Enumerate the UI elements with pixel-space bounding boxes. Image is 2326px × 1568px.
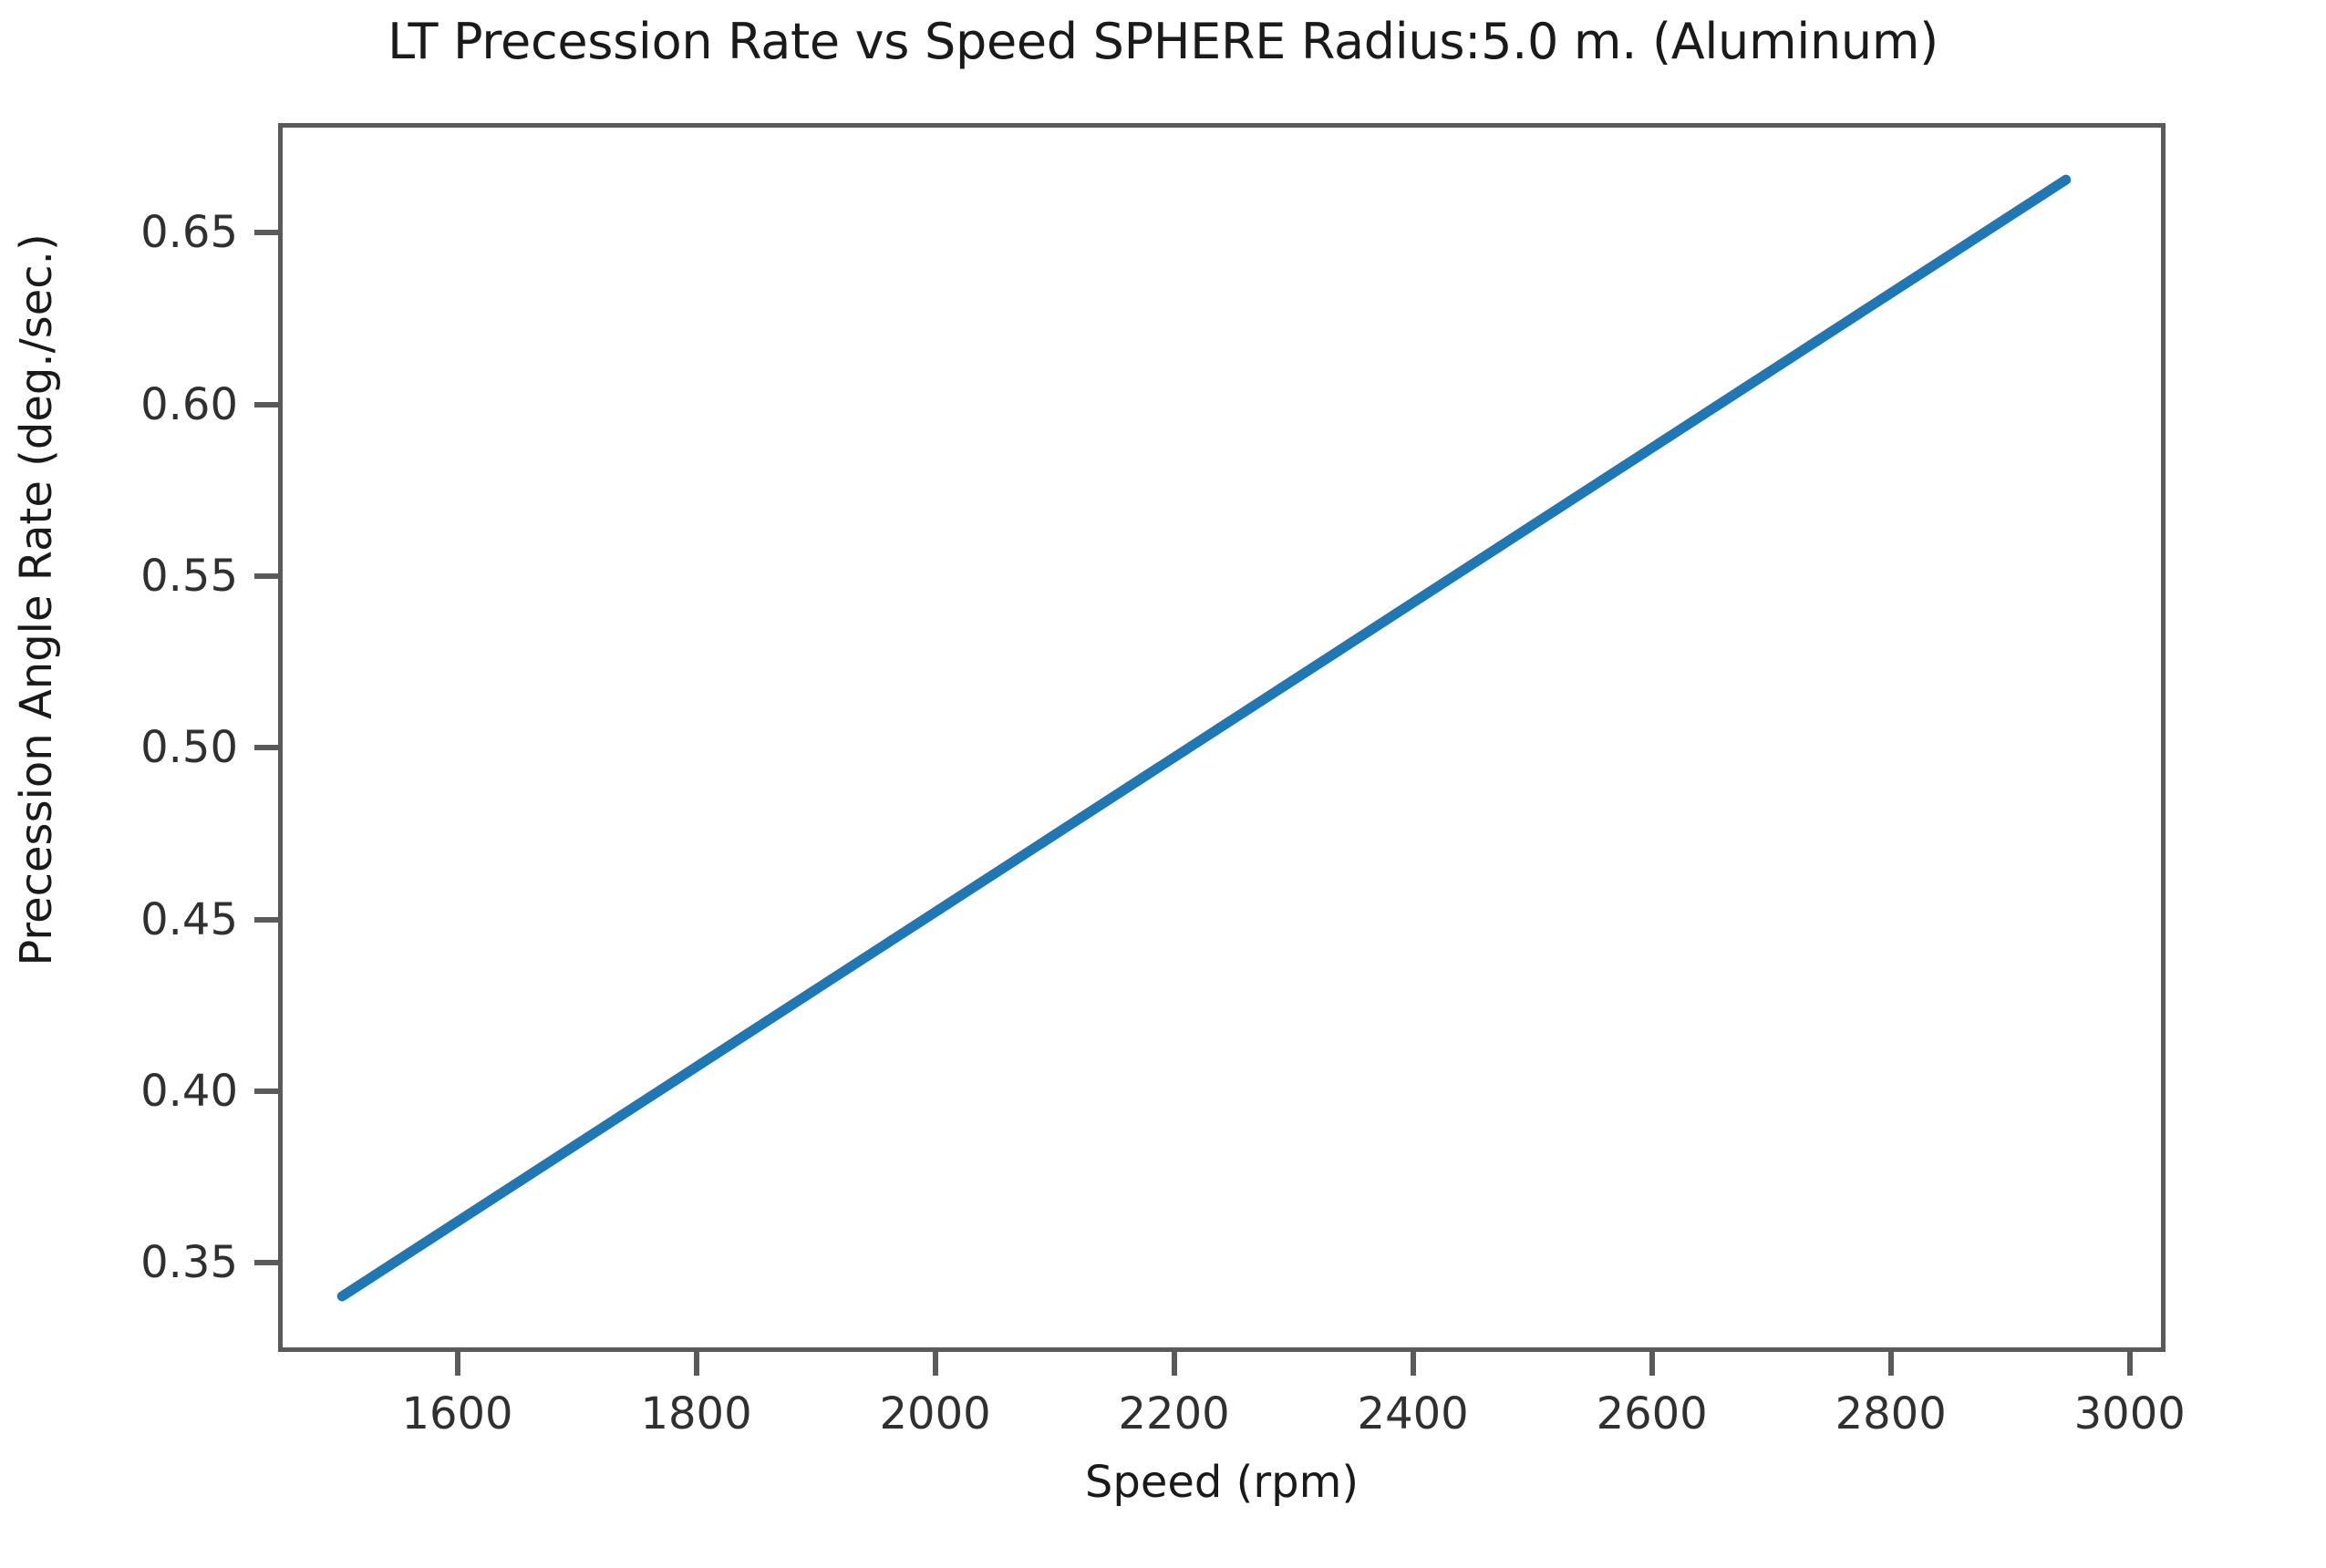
x-tick-label: 3000 <box>2073 1388 2186 1439</box>
x-tick-mark <box>1887 1352 1894 1376</box>
x-tick-mark <box>932 1352 938 1376</box>
x-tick-label: 2600 <box>1596 1388 1708 1439</box>
y-tick-label: 0.45 <box>140 893 238 945</box>
y-tick-label: 0.35 <box>140 1237 238 1289</box>
x-tick-mark <box>1171 1352 1177 1376</box>
y-tick-label: 0.55 <box>140 551 238 603</box>
y-tick-label: 0.65 <box>140 207 238 259</box>
x-tick-label: 2000 <box>879 1388 991 1439</box>
x-tick-mark <box>1649 1352 1655 1376</box>
y-tick-mark <box>254 1088 278 1094</box>
y-tick-label: 0.60 <box>140 378 238 430</box>
y-tick-label: 0.40 <box>140 1065 238 1117</box>
data-series-line <box>336 174 2072 1302</box>
x-tick-label: 2400 <box>1357 1388 1469 1439</box>
x-tick-mark <box>693 1352 699 1376</box>
plot-area <box>278 123 2166 1352</box>
y-tick-mark <box>254 573 278 580</box>
y-tick-mark <box>254 916 278 923</box>
x-tick-label: 1800 <box>640 1388 752 1439</box>
y-tick-mark <box>254 1260 278 1266</box>
y-tick-label: 0.50 <box>140 722 238 774</box>
x-tick-mark <box>1410 1352 1416 1376</box>
x-tick-mark <box>2126 1352 2133 1376</box>
chart-title: LT Precession Rate vs Speed SPHERE Radiu… <box>388 13 1938 70</box>
y-axis-label: Precession Angle Rate (deg./sec.) <box>11 233 62 966</box>
x-tick-label: 2800 <box>1835 1388 1947 1439</box>
x-axis-label: Speed (rpm) <box>1084 1457 1359 1508</box>
x-tick-mark <box>454 1352 460 1376</box>
y-tick-mark <box>254 401 278 407</box>
x-tick-label: 1600 <box>401 1388 513 1439</box>
y-tick-mark <box>254 230 278 236</box>
y-tick-mark <box>254 745 278 751</box>
x-tick-label: 2200 <box>1118 1388 1230 1439</box>
plot-canvas <box>336 174 2072 1302</box>
